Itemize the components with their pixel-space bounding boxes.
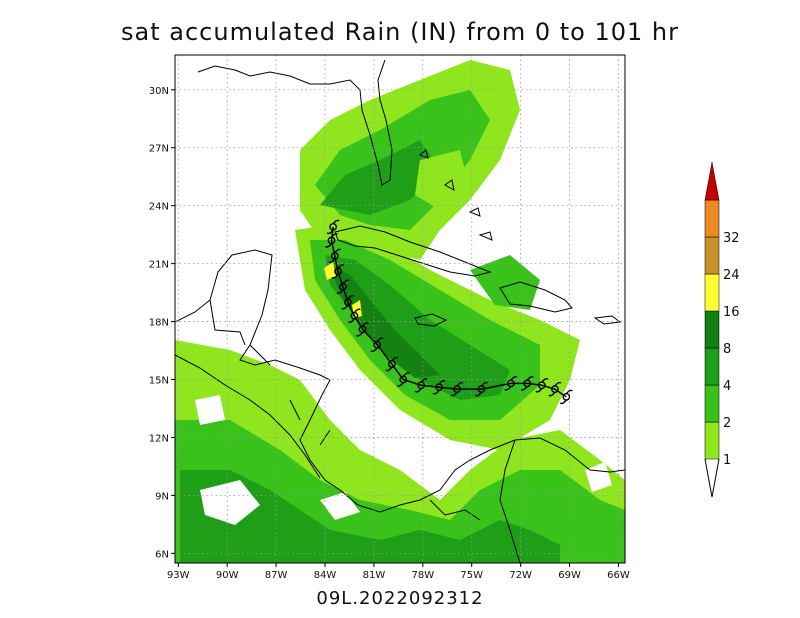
rain-field [175,60,625,563]
map-frame [174,54,626,564]
lon-tick-label: 75W [460,570,483,581]
lat-tick-label: 21N [149,260,169,271]
lon-tick-label: 87W [265,570,288,581]
lat-tick-label: 9N [155,491,169,502]
lat-tick-label: 6N [155,549,169,560]
storm-track [325,219,573,405]
storm-id-label: 09L.2022092312 [316,588,484,609]
tropical-cyclone-icon [328,248,342,264]
lon-tick-label: 69W [558,570,581,581]
tropical-cyclone-icon [396,372,410,387]
colorbar-label: 8 [723,342,731,357]
colorbar-segment [704,236,720,275]
lon-tick-label: 81W [363,570,386,581]
colorbar-segment [704,384,720,423]
colorbar-label: 1 [723,453,731,468]
lat-tick-label: 27N [149,144,169,155]
lon-tick-label: 78W [412,570,435,581]
tropical-cyclone-icon [475,381,489,397]
chart-title: sat accumulated Rain (IN) from 0 to 101 … [121,18,679,46]
colorbar-over-triangle [704,161,720,201]
colorbar-segment [704,310,720,349]
lat-tick-label: 15N [149,376,169,387]
lon-tick-label: 72W [509,570,532,581]
tropical-cyclone-icon [341,294,355,310]
axis-ticks: 93W 90W 87W 84W 81W 78W 75W 72W 69W 66W 6N 9N 12N 15N… [149,86,630,581]
tropical-cyclone-icon [535,378,549,393]
tropical-cyclone-icon [336,279,350,295]
colorbar-label: 2 [723,416,731,431]
lon-tick-label: 93W [167,570,190,581]
colorbar-label: 32 [723,231,740,246]
lat-tick-label: 30N [149,86,169,97]
lat-tick-label: 24N [149,202,169,213]
tropical-cyclone-icon [370,337,384,353]
colorbar-label: 16 [723,305,740,320]
tropical-cyclone-icon [325,233,339,248]
colorbar-under-triangle [704,458,720,498]
lat-lon-grid [175,55,625,563]
tropical-cyclone-icon [414,378,428,393]
lat-tick-label: 18N [149,318,169,329]
colorbar-label: 4 [723,379,731,394]
colorbar-segment [704,199,720,238]
colorbar-segment [704,347,720,386]
colorbar-segment [704,273,720,312]
tropical-cyclone-icon [385,356,399,372]
tropical-cyclone-icon [520,376,534,391]
tropical-cyclone-icon [432,379,446,395]
tropical-cyclone-icon [356,322,369,337]
map-area [175,55,625,563]
coastlines [175,59,625,563]
tropical-cyclone-icon [548,381,562,397]
tropical-cyclone-icon [504,376,518,391]
tropical-cyclone-icon [450,381,464,397]
tropical-cyclone-icon [331,264,345,279]
lon-tick-label: 84W [314,570,337,581]
lon-tick-label: 66W [607,570,630,581]
colorbar-label: 24 [723,268,740,283]
tropical-cyclone-icon [347,308,361,324]
tropical-cyclone-icon [326,219,340,235]
tropical-cyclone-icon [559,389,573,405]
lon-tick-label: 90W [216,570,239,581]
colorbar-segment [704,421,720,460]
lat-tick-label: 12N [149,433,169,444]
